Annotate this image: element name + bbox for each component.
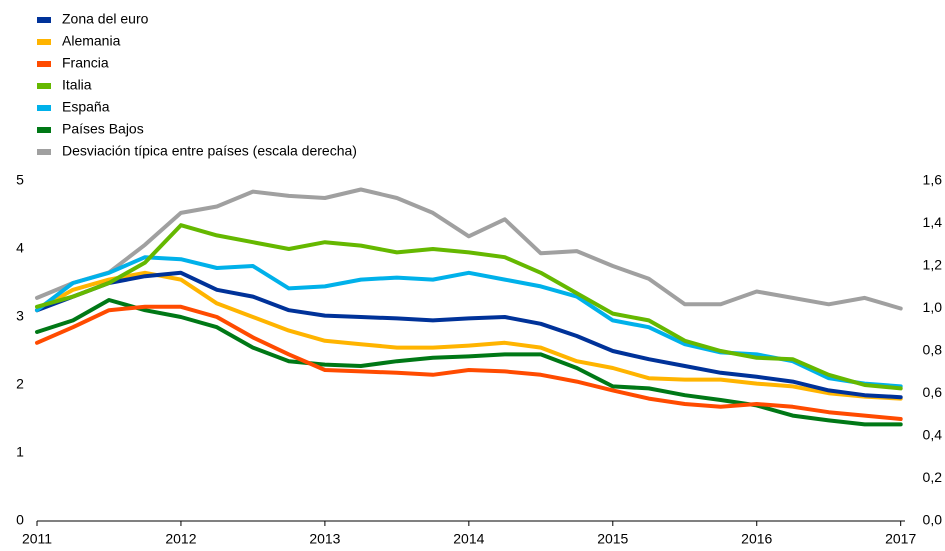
series-line (35, 223, 903, 391)
legend-label: Desviación típica entre países (escala d… (62, 143, 357, 159)
series-line (35, 270, 903, 400)
legend-swatch (37, 17, 51, 23)
legend-swatch (37, 61, 51, 67)
x-tick-label: 2013 (309, 531, 340, 547)
legend-label: Italia (62, 77, 92, 93)
y2-tick-label: 0,2 (923, 469, 943, 485)
y-tick-label: 2 (16, 376, 24, 392)
legend-swatch (37, 39, 51, 45)
y2-tick-label: 1,2 (923, 257, 943, 273)
x-tick-label: 2011 (22, 531, 52, 547)
y2-tick-label: 0,0 (923, 512, 943, 528)
legend-label: Zona del euro (62, 11, 149, 27)
legend-label: Alemania (62, 33, 121, 49)
legend-swatch (37, 149, 51, 155)
y-tick-label: 5 (16, 172, 24, 188)
legend-swatch (37, 105, 51, 111)
x-tick-label: 2014 (453, 531, 484, 547)
y2-tick-label: 1,0 (923, 299, 943, 315)
legend-label: Francia (62, 55, 109, 71)
y2-tick-label: 0,6 (923, 384, 943, 400)
y2-tick-label: 0,4 (923, 427, 943, 443)
y2-tick-label: 1,4 (923, 214, 943, 230)
legend-swatch (37, 127, 51, 133)
legend-swatch (37, 83, 51, 89)
series-line (35, 304, 903, 421)
y2-tick-label: 0,8 (923, 342, 943, 358)
y-tick-label: 1 (16, 444, 24, 460)
y2-tick-label: 1,6 (923, 172, 943, 188)
legend-label: Países Bajos (62, 121, 144, 137)
x-tick-label: 2015 (597, 531, 628, 547)
legend-label: España (62, 99, 110, 115)
series-line (35, 255, 903, 389)
x-tick-label: 2017 (885, 531, 916, 547)
y-tick-label: 0 (16, 512, 24, 528)
y-tick-label: 3 (16, 308, 24, 324)
series-line (35, 187, 903, 311)
series-line (35, 270, 903, 401)
x-tick-label: 2016 (741, 531, 772, 547)
y-tick-label: 4 (16, 240, 24, 256)
x-tick-label: 2012 (165, 531, 196, 547)
